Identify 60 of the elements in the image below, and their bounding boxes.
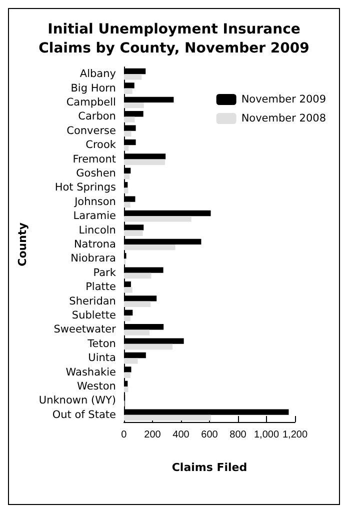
legend-label: November 2009 — [241, 94, 326, 106]
y-tick-label: Weston — [77, 380, 116, 392]
x-tick-label: 400 — [172, 430, 190, 440]
x-tick-label: 1,000 — [254, 430, 280, 440]
bar — [124, 188, 128, 194]
bar — [124, 130, 132, 137]
y-tick-label: Campbell — [66, 96, 116, 108]
chart-title: Initial Unemployment Insurance Claims by County, November 2009 — [38, 22, 310, 56]
bar — [124, 230, 143, 236]
bar — [124, 344, 173, 350]
y-tick-label: Niobrara — [70, 252, 116, 265]
bar — [124, 102, 144, 108]
y-tick-label: Sheridan — [69, 295, 116, 308]
bar — [124, 145, 129, 151]
y-tick-label: Carbon — [78, 110, 116, 123]
bar — [124, 316, 130, 322]
bar — [124, 414, 212, 421]
y-tick-label: Washakie — [66, 366, 116, 378]
y-tick-label: Uinta — [88, 352, 116, 364]
x-tick-label: 600 — [201, 430, 218, 440]
bar — [124, 74, 142, 80]
bar — [124, 272, 152, 279]
y-tick-label: Big Horn — [70, 82, 116, 94]
bar — [124, 174, 130, 180]
bar — [124, 386, 128, 392]
x-tick-label: 1,200 — [282, 430, 308, 440]
y-tick-label: Sweetwater — [54, 324, 117, 336]
y-tick-label: Sublette — [72, 310, 116, 322]
y-tick-label: Platte — [86, 281, 116, 294]
bar — [124, 216, 192, 222]
x-axis-title: Claims Filed — [172, 461, 248, 474]
y-tick-label: Lincoln — [78, 224, 116, 236]
y-tick-label: Unknown (WY) — [38, 394, 116, 407]
legend-label: November 2008 — [241, 112, 326, 124]
bar — [124, 116, 135, 122]
bar — [124, 358, 138, 364]
y-tick-label: Johnson — [74, 196, 116, 208]
y-tick-label: Albany — [80, 68, 116, 80]
bar — [124, 88, 132, 94]
y-tick-label: Crook — [86, 139, 117, 152]
y-tick-label: Converse — [66, 124, 116, 137]
bar — [124, 159, 166, 165]
y-tick-label: Laramie — [73, 210, 116, 222]
bar — [124, 372, 130, 378]
x-tick-label: 0 — [121, 430, 128, 440]
y-tick-label: Out of State — [52, 408, 116, 421]
y-tick-label: Fremont — [72, 153, 116, 166]
y-tick-label: Goshen — [76, 168, 116, 180]
bar — [124, 244, 176, 250]
y-tick-label: Hot Springs — [54, 182, 116, 194]
bar — [124, 330, 150, 336]
x-tick-label: 200 — [144, 430, 162, 440]
bar — [124, 202, 130, 208]
y-tick-label: Teton — [86, 338, 116, 350]
y-axis-title: County — [16, 222, 29, 266]
y-tick-label: Park — [93, 266, 117, 279]
y-tick-label: Natrona — [74, 238, 116, 250]
bar — [124, 301, 151, 307]
bar — [124, 287, 132, 293]
x-tick-label: 800 — [230, 430, 247, 440]
